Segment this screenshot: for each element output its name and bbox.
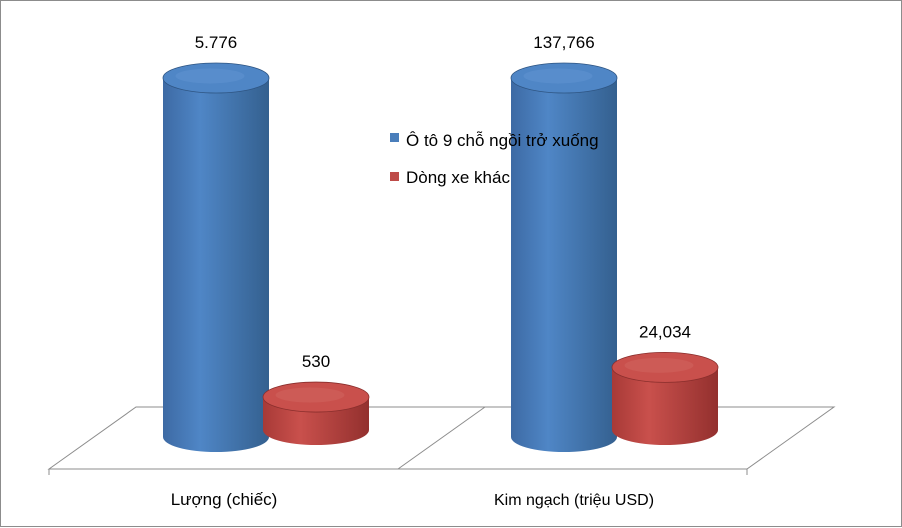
category-label-0: Lượng (chiếc) [171,490,278,509]
legend-swatch-1 [390,172,399,181]
bar-top-highlight-0-1 [275,387,345,403]
data-label-1-0: 137,766 [533,33,594,52]
bar-top-highlight-0-0 [175,68,245,84]
bar-top-highlight-1-0 [523,68,593,84]
legend-swatch-0 [390,133,399,142]
bar-0-0 [162,62,270,452]
chart-floor [47,406,836,470]
legend-label-0: Ô tô 9 chỗ ngồi trở xuống [406,131,599,150]
bar-body-0-0 [163,78,269,452]
bar-body-1-1 [612,367,718,445]
data-label-0-1: 530 [302,352,330,371]
bar-top-0-0 [162,62,270,94]
bar-body-0-1 [263,397,369,445]
bar-body-1-0 [511,78,617,452]
floor-divider [397,406,486,470]
data-label-0-0: 5.776 [195,33,238,52]
bar-0-1 [262,381,370,445]
legend-label-1: Dòng xe khác [406,168,510,187]
bar-1-0 [510,62,618,452]
bar-top-highlight-1-1 [624,357,694,373]
bar-top-1-0 [510,62,618,94]
bar-1-1 [611,351,719,445]
data-label-1-1: 24,034 [639,322,691,341]
category-label-1: Kim ngạch (triệu USD) [494,492,654,509]
bar-top-1-1 [611,351,719,383]
legend: Ô tô 9 chỗ ngồi trở xuống Dòng xe khác [390,131,599,187]
bar-top-0-1 [262,381,370,413]
